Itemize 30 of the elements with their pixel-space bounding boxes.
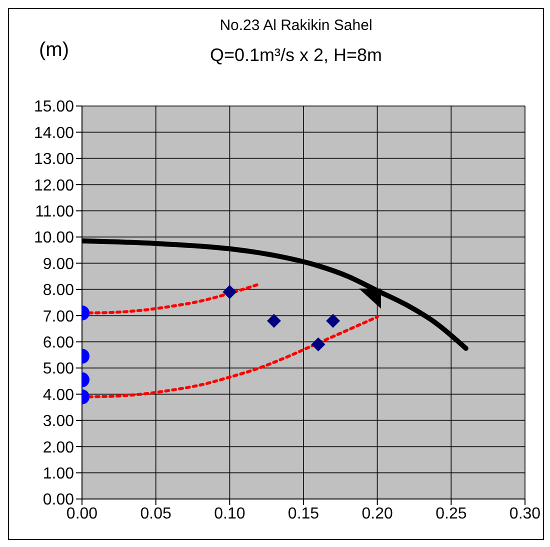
y-tick-label: 15.00: [34, 98, 74, 116]
y-tick-label: 9.00: [42, 256, 74, 273]
y-tick-label: 10.00: [34, 230, 74, 247]
x-tick-label: 0.00: [66, 505, 98, 522]
y-tick-label: 6.00: [42, 334, 74, 352]
y-tick-label: 13.00: [34, 151, 74, 168]
x-tick-label: 0.25: [436, 505, 467, 522]
x-tick-label: 0.30: [509, 505, 541, 522]
chart-subtitle: Q=0.1m³/s x 2, H=8m: [210, 45, 382, 65]
point: [222, 285, 237, 300]
point: [311, 337, 326, 352]
point: [266, 314, 281, 328]
point: [326, 314, 340, 328]
y-tick-label: 12.00: [34, 177, 74, 194]
x-tick-label: 0.10: [214, 505, 246, 522]
y-tick-label: 14.00: [34, 124, 74, 142]
y-tick-label: 8.00: [42, 282, 74, 300]
y-tick-label: 11.00: [35, 203, 74, 220]
x-tick-label: 0.20: [362, 505, 394, 522]
x-tick-label: 0.05: [140, 505, 172, 522]
chart-title: No.23 Al Rakikin Sahel: [218, 17, 374, 34]
y-tick-label: 4.00: [42, 386, 74, 404]
y-tick-label: 3.00: [42, 413, 74, 430]
x-tick-label: 0.15: [288, 505, 320, 522]
y-tick-label: 2.00: [42, 439, 74, 456]
y-tick-label: 1.00: [42, 465, 74, 482]
y-tick-label: 5.00: [42, 360, 74, 378]
y-tick-label: 7.00: [42, 308, 74, 326]
point: [358, 288, 381, 309]
y-axis-title: (m): [39, 39, 69, 62]
